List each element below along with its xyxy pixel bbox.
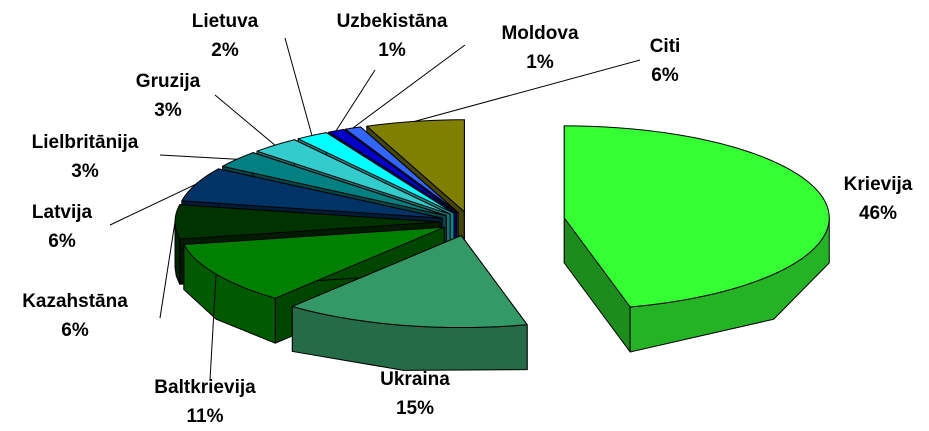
slice-label: Gruzija [136, 71, 201, 92]
slice-value-label: 6% [61, 320, 89, 341]
slice-value-label: 11% [187, 406, 224, 427]
slice-label: Lietuva [192, 11, 259, 32]
slice-value-label: 15% [396, 398, 434, 419]
slice-value-label: 2% [211, 40, 239, 61]
slice [291, 235, 528, 329]
leader-line [159, 221, 176, 319]
slice-value-label: 46% [859, 203, 897, 224]
leader-line [284, 37, 313, 136]
slice-value-label: 3% [71, 161, 99, 182]
slice-label: Moldova [501, 23, 578, 44]
pie [174, 119, 830, 371]
slice [297, 132, 455, 214]
leader-line [214, 94, 276, 146]
slice-value-label: 6% [651, 65, 679, 86]
leader-line [159, 154, 237, 160]
slice-value-label: 6% [48, 231, 76, 252]
slice-value-label: 1% [526, 52, 554, 73]
slice [256, 139, 451, 215]
slice-label: Lielbritānija [32, 132, 139, 153]
slice [563, 125, 830, 308]
leader-line [414, 59, 641, 122]
slice-label: Latvija [32, 202, 93, 223]
slice [222, 152, 447, 217]
slice [328, 128, 457, 214]
slice-label: Krievija [844, 174, 913, 195]
slice-label: Ukraina [380, 369, 450, 390]
slice [174, 204, 441, 240]
slice-value-label: 1% [378, 40, 406, 61]
leader-line [335, 69, 376, 132]
slice-label: Baltkrievija [154, 377, 256, 398]
leader-line [352, 44, 466, 129]
slice [181, 168, 443, 219]
slice-label: Uzbekistāna [337, 11, 448, 32]
slice-value-label: 3% [154, 100, 182, 121]
slice-label: Kazahstāna [22, 291, 128, 312]
slice-label: Citi [650, 36, 681, 57]
leader-line [209, 274, 217, 381]
leader-line [109, 183, 196, 226]
